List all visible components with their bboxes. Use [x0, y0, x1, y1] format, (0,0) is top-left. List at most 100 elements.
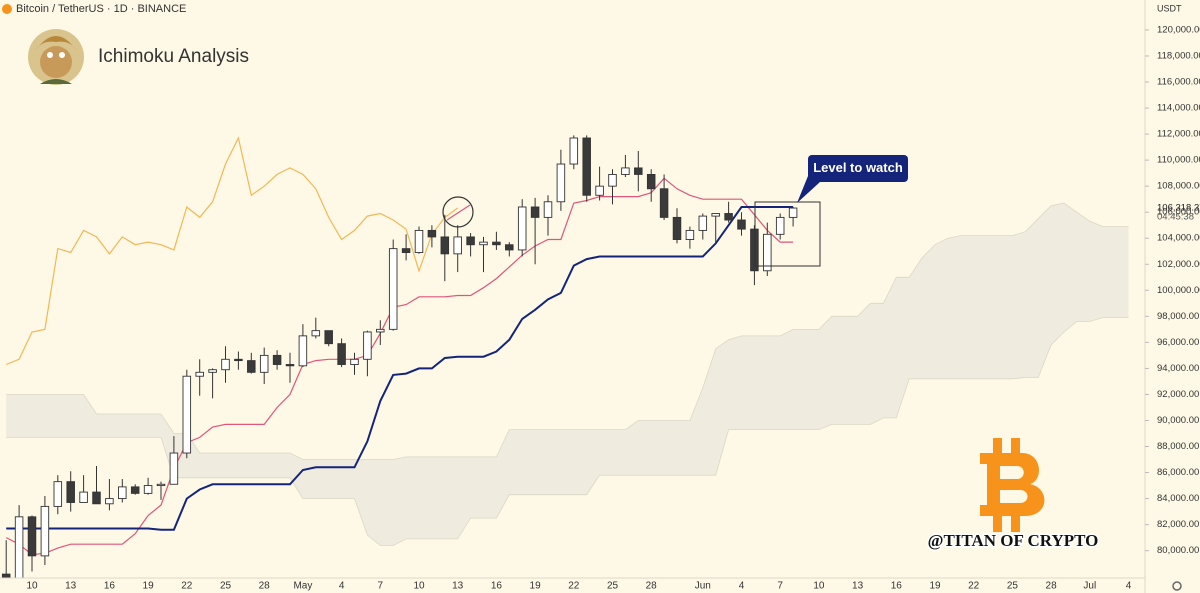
candle-body: [595, 185, 604, 196]
candle-body: [66, 481, 75, 503]
candle-body: [388, 248, 398, 330]
y-tick-label: 112,000.00: [1157, 129, 1200, 140]
candle-body: [763, 233, 772, 272]
x-tick-label: 19: [143, 581, 155, 592]
x-tick-label: 13: [852, 581, 864, 592]
last-price-label: 106,318.37: [1157, 203, 1200, 214]
candle-body: [788, 207, 798, 218]
x-tick-label: 13: [452, 581, 464, 592]
candle-body: [530, 206, 540, 218]
candle-body: [208, 369, 217, 373]
x-tick-label: 10: [813, 581, 825, 592]
candle-body: [737, 219, 746, 230]
candle-body: [311, 330, 321, 337]
candle-body: [646, 173, 656, 190]
candle-body: [453, 236, 462, 255]
candle-body: [427, 229, 437, 238]
candle-body: [234, 358, 243, 362]
x-tick-label: 7: [777, 581, 783, 592]
callout-pointer: [797, 176, 820, 203]
x-tick-label: 19: [929, 581, 941, 592]
x-tick-label: 4: [739, 581, 745, 592]
bitcoin-logo: [980, 438, 1045, 532]
candle-body: [414, 229, 424, 253]
candle-body: [53, 481, 63, 507]
avatar: [28, 29, 84, 85]
highlight-arrow: [446, 204, 471, 221]
candle-body: [711, 213, 720, 217]
candle-body: [750, 228, 759, 272]
x-tick-label: 4: [1126, 581, 1132, 592]
candle-body: [685, 229, 695, 240]
x-tick-label: 25: [220, 581, 232, 592]
candle-body: [350, 358, 359, 365]
x-tick-label: 25: [1007, 581, 1019, 592]
x-tick-label: 28: [1046, 581, 1058, 592]
x-tick-label: 16: [104, 581, 116, 592]
x-tick-label: 28: [646, 581, 658, 592]
candle-body: [40, 505, 50, 557]
candle-body: [195, 371, 204, 377]
candle-body: [79, 491, 88, 503]
y-tick-label: 116,000.00: [1157, 77, 1200, 88]
y-tick-label: 110,000.00: [1157, 155, 1200, 166]
candle-body: [672, 216, 682, 240]
candle-body: [659, 188, 669, 218]
candle-body: [247, 360, 256, 373]
y-tick-label: 84,000.00: [1157, 493, 1199, 504]
candle-body: [14, 516, 24, 578]
y-tick-label: 82,000.00: [1157, 519, 1199, 530]
candle-body: [324, 330, 333, 345]
candle-body: [724, 213, 733, 221]
y-tick-label: 96,000.00: [1157, 337, 1199, 348]
chart-title: Ichimoku Analysis: [98, 46, 249, 67]
candle-body: [517, 206, 527, 251]
candle-body: [272, 354, 282, 365]
candle-body: [118, 486, 127, 500]
callout-text: Level to watch: [813, 160, 903, 175]
y-tick-label: 118,000.00: [1157, 50, 1200, 61]
candle-body: [479, 241, 488, 246]
candle-body: [582, 137, 591, 196]
x-tick-label: 28: [259, 581, 271, 592]
y-tick-label: 90,000.00: [1157, 415, 1199, 426]
settings-icon[interactable]: [1172, 581, 1182, 591]
candle-body: [543, 201, 553, 218]
y-tick-label: 120,000.00: [1157, 24, 1200, 35]
y-tick-label: 86,000.00: [1157, 467, 1199, 478]
candle-body: [363, 331, 372, 360]
x-tick-label: 7: [378, 581, 384, 592]
candle-body: [337, 343, 346, 365]
candle-body: [505, 244, 514, 251]
candle-body: [298, 335, 308, 367]
x-tick-label: 25: [607, 581, 619, 592]
symbol-icon: [2, 4, 12, 14]
x-tick-label: Jul: [1083, 581, 1096, 592]
x-tick-label: 13: [65, 581, 77, 592]
y-tick-label: 104,000.00: [1157, 233, 1200, 244]
candle-body: [92, 491, 101, 505]
x-tick-label: 22: [181, 581, 193, 592]
candle-body: [285, 364, 295, 367]
candle-body: [259, 354, 269, 373]
indicator-line: [5, 136, 459, 366]
candle-body: [698, 215, 708, 231]
candle-body: [27, 516, 37, 557]
candle-body: [466, 236, 475, 246]
candle-body: [401, 248, 411, 253]
y-tick-label: 94,000.00: [1157, 363, 1199, 374]
watermark: @TITAN OF CRYPTO: [928, 531, 1099, 550]
y-tick-label: 88,000.00: [1157, 441, 1199, 452]
candle-body: [182, 375, 192, 454]
x-tick-label: 19: [530, 581, 542, 592]
candle-body: [569, 137, 579, 165]
candle-body: [556, 163, 566, 203]
y-tick-label: 106,000.00: [1157, 207, 1200, 218]
cloud-edge-bottom: [6, 317, 1129, 546]
y-tick-label: 102,000.00: [1157, 259, 1200, 270]
chart-subtitle: Bitcoin / TetherUS · 1D · BINANCE: [16, 3, 186, 15]
candle-body: [143, 485, 153, 494]
candle-body: [440, 236, 450, 255]
